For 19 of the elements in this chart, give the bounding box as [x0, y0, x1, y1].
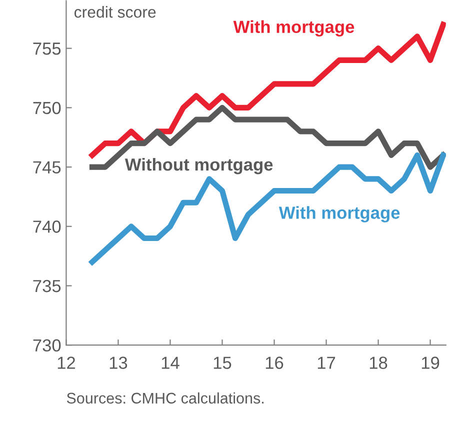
series-label: With mortgage [278, 206, 400, 222]
series-label: Without mortgage [124, 158, 273, 174]
x-tick-label: 12 [58, 356, 75, 369]
y-tick-label: 735 [33, 280, 61, 292]
y-tick-label: 750 [33, 102, 61, 114]
x-tick-label: 13 [110, 356, 128, 369]
y-tick-label: 755 [33, 42, 61, 55]
x-tick-label: 15 [214, 356, 232, 369]
x-tick-label: 19 [422, 356, 440, 369]
y-tick-label: 745 [33, 161, 61, 174]
x-tick-label: 18 [370, 356, 388, 369]
chart-title: credit score [74, 6, 156, 18]
x-tick-label: 14 [162, 356, 180, 369]
x-tick-label: 17 [318, 356, 336, 369]
y-tick-label: 730 [33, 339, 61, 352]
series-label: With mortgage [233, 20, 354, 37]
x-tick-label: 16 [266, 356, 284, 369]
source-note: Sources: CMHC calculations. [66, 392, 264, 404]
y-tick-label: 740 [33, 220, 61, 233]
